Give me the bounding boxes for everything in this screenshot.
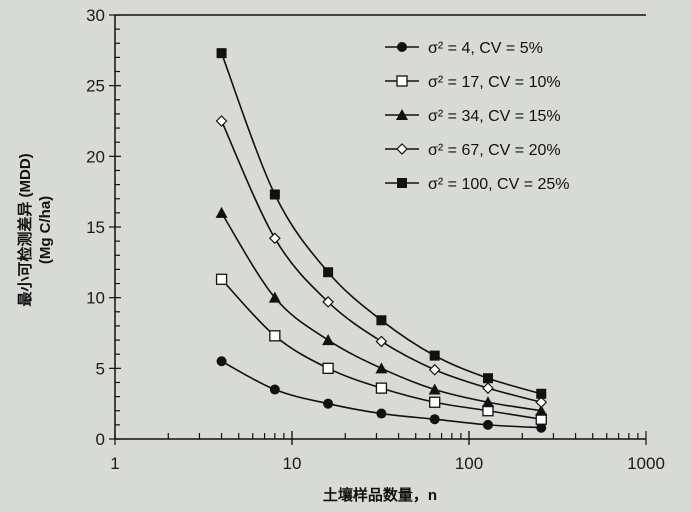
data-point xyxy=(322,334,335,346)
legend: σ² = 4, CV = 5% σ² = 17, CV = 10% σ² = 34,… xyxy=(385,40,570,193)
legend-marker xyxy=(396,109,408,120)
x-axis-title: 土壤样品数量，n xyxy=(323,486,437,504)
axes: 0 5 10 15 20 25 30 1 10 100 1000 xyxy=(86,6,665,473)
x-tick-label: 100 xyxy=(455,454,483,473)
data-point xyxy=(322,362,334,374)
x-tick-label: 1 xyxy=(110,454,119,473)
legend-label: σ² = 67, CV = 20% xyxy=(428,142,561,159)
data-point xyxy=(429,414,440,425)
legend-label: σ² = 17, CV = 10% xyxy=(428,74,561,91)
data-point xyxy=(428,363,441,376)
legend-marker xyxy=(397,42,407,52)
legend-marker xyxy=(396,75,408,87)
data-point xyxy=(215,273,228,285)
y-tick-label: 20 xyxy=(86,147,105,166)
y-axis-title: 最小可检测差异 (MDD) xyxy=(16,153,34,306)
data-point xyxy=(535,404,548,416)
data-point xyxy=(536,388,547,399)
data-point xyxy=(269,189,280,200)
data-point xyxy=(429,350,440,361)
data-point xyxy=(536,422,547,433)
data-point xyxy=(376,315,387,326)
data-point xyxy=(375,382,388,394)
data-point xyxy=(268,291,281,303)
legend-marker xyxy=(397,178,407,188)
series-4 xyxy=(215,115,548,409)
y-tick-label: 0 xyxy=(96,430,105,449)
series-line xyxy=(220,120,542,404)
data-point xyxy=(375,362,388,374)
data-point xyxy=(216,48,227,59)
legend-label: σ² = 34, CV = 15% xyxy=(428,108,561,125)
data-point xyxy=(215,115,228,127)
series-line xyxy=(220,212,542,412)
x-tick-label: 1000 xyxy=(627,454,665,473)
data-point xyxy=(482,382,494,394)
y-tick-label: 15 xyxy=(86,218,105,237)
data-point xyxy=(323,398,334,409)
data-point xyxy=(375,335,388,348)
series-group xyxy=(215,48,548,433)
data-point xyxy=(268,232,281,245)
data-point xyxy=(376,408,387,419)
series-1 xyxy=(216,356,547,433)
series-3 xyxy=(215,206,548,416)
series-line xyxy=(220,278,542,421)
data-point xyxy=(481,396,494,408)
data-point xyxy=(215,206,228,218)
data-point xyxy=(482,373,493,384)
legend-label: σ² = 4, CV = 5% xyxy=(428,40,543,57)
data-point xyxy=(269,330,281,342)
data-point xyxy=(322,296,334,308)
data-point xyxy=(323,267,334,278)
data-point xyxy=(269,384,280,395)
y-tick-label: 25 xyxy=(86,77,105,96)
data-point xyxy=(482,419,493,430)
series-5 xyxy=(216,48,547,399)
data-point xyxy=(216,356,227,367)
x-tick-label: 10 xyxy=(283,454,302,473)
y-tick-label: 10 xyxy=(86,289,105,308)
y-axis-units: (Mg C/ha) xyxy=(37,196,54,264)
data-point xyxy=(429,396,441,408)
y-tick-label: 30 xyxy=(86,6,105,25)
y-tick-label: 5 xyxy=(96,359,105,378)
legend-marker xyxy=(396,143,408,155)
data-point xyxy=(535,396,548,409)
legend-label: σ² = 100, CV = 25% xyxy=(428,176,570,193)
data-point xyxy=(428,383,441,395)
series-2 xyxy=(215,273,547,425)
